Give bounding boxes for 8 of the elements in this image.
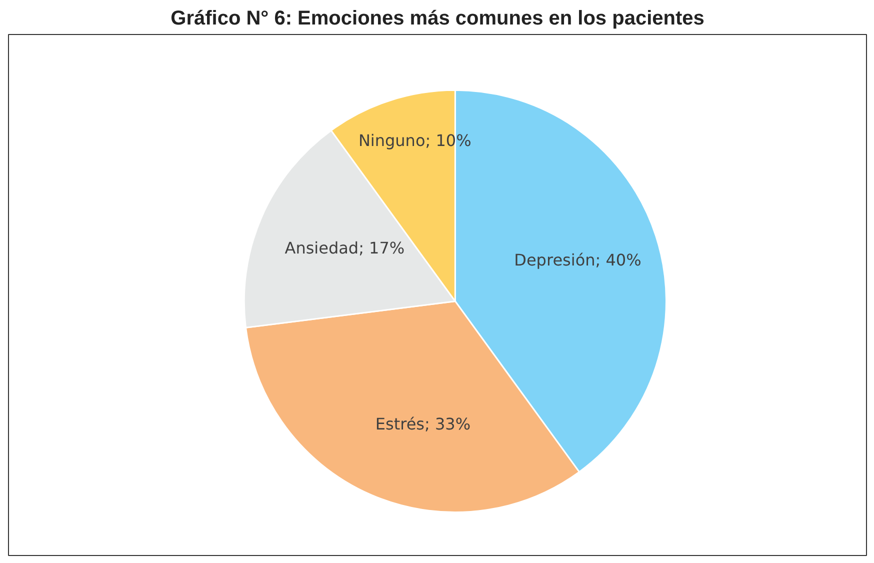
slice-label: Estrés [375, 414, 425, 434]
data-label: ; 40% [595, 250, 642, 270]
chart-title: Gráfico N° 6: Emociones más comunes en los pacientes [170, 8, 704, 30]
slice-label: Ninguno [358, 130, 426, 150]
data-label: ; 17% [358, 238, 405, 258]
slice-label: Ansiedad [284, 238, 359, 258]
slice-label: Depresión [514, 250, 596, 270]
data-label: ; 33% [424, 414, 471, 434]
